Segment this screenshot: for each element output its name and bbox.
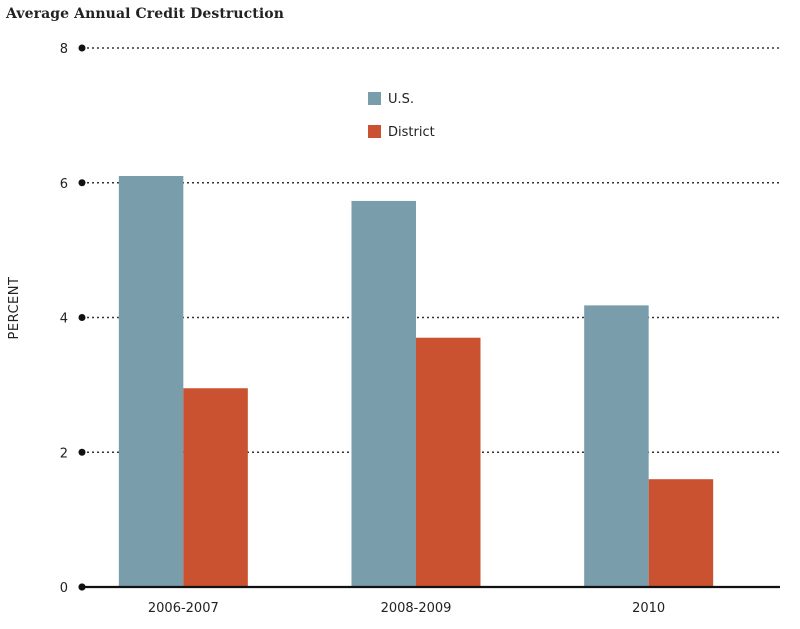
bar-district-1 — [416, 337, 481, 587]
bar-us-2 — [584, 305, 649, 587]
x-tick-label: 2010 — [632, 601, 665, 616]
bar-us-0 — [118, 176, 184, 587]
axes: 0 2 4 6 8 2006-2007 2008-2009 2010 — [60, 42, 780, 616]
y-tick-label: 0 — [60, 581, 68, 596]
chart-title: Average Annual Credit Destruction — [6, 6, 284, 22]
bar-district-2 — [648, 479, 714, 587]
bar-us-1 — [351, 200, 416, 587]
bar-district-0 — [183, 388, 248, 587]
y-tick-label: 2 — [60, 446, 68, 461]
y-tick-label: 6 — [60, 177, 68, 192]
legend-label: District — [388, 125, 435, 140]
legend: U.S. District — [368, 92, 435, 140]
y-tick-dot — [78, 448, 86, 456]
y-tick-dot — [78, 44, 86, 52]
x-tick-label: 2006-2007 — [148, 601, 219, 616]
y-axis-label: PERCENT — [7, 277, 22, 340]
y-tick-dot — [78, 314, 86, 321]
x-tick-label: 2008-2009 — [381, 601, 452, 616]
bars — [118, 176, 714, 587]
legend-label: U.S. — [388, 92, 414, 107]
y-tick-label: 8 — [60, 42, 68, 57]
legend-swatch — [368, 125, 381, 138]
y-tick-dot — [78, 583, 86, 591]
legend-swatch — [368, 92, 381, 105]
y-tick-dot — [78, 179, 86, 187]
y-tick-label: 4 — [60, 312, 68, 327]
